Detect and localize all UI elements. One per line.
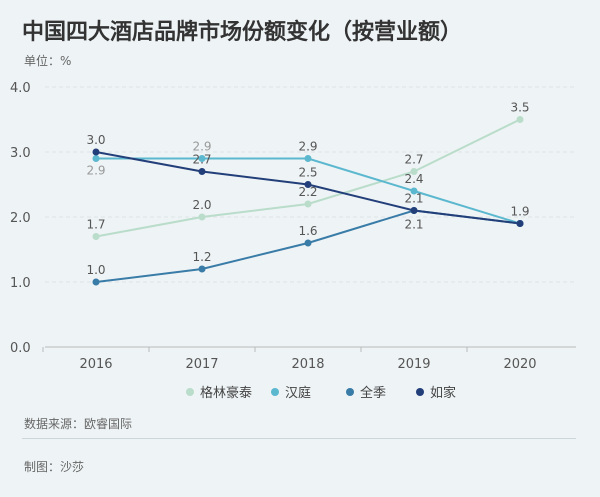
legend-marker: [186, 388, 194, 396]
y-tick-label: 1.0: [10, 276, 31, 291]
chart-title: 中国四大酒店品牌市场份额变化（按营业额）: [22, 20, 463, 45]
x-tick-label: 2019: [397, 357, 430, 372]
data-label: 2.0: [192, 198, 211, 212]
data-label: 1.2: [192, 250, 211, 264]
data-label: 2.7: [404, 153, 423, 167]
data-label: 2.4: [404, 172, 423, 186]
source-note: 数据来源：欧睿国际: [24, 417, 133, 431]
data-point: [92, 278, 100, 286]
data-label: 1.0: [86, 263, 105, 277]
data-point: [410, 168, 418, 175]
data-label: 1.6: [298, 224, 317, 238]
x-tick-label: 2017: [185, 357, 218, 372]
data-point: [304, 181, 312, 188]
legend-label: 汉庭: [285, 385, 311, 401]
legend-marker: [416, 388, 424, 396]
y-tick-label: 2.0: [10, 211, 31, 226]
data-label: 2.1: [404, 218, 423, 232]
x-tick-label: 2020: [503, 357, 536, 372]
data-point: [92, 155, 100, 162]
data-point: [198, 213, 206, 221]
data-label: 2.5: [298, 166, 317, 180]
legend-label: 全季: [360, 385, 386, 401]
line-chart: 0.0 1.0 2.0 3.0 4.0 2016 2017 2018 2019 2020 1.7 2.…: [10, 81, 576, 401]
data-point: [92, 233, 100, 240]
data-point: [516, 116, 524, 123]
data-label: 2.1: [404, 192, 423, 206]
x-tick-label: 2016: [79, 357, 112, 372]
legend-label: 格林豪泰: [200, 385, 252, 401]
data-point: [304, 200, 312, 208]
data-label: 1.7: [86, 218, 105, 232]
unit-label: 单位：%: [24, 54, 72, 68]
data-label: 3.0: [86, 133, 105, 147]
data-label: 2.7: [192, 153, 211, 167]
maker-note: 制图：沙莎: [24, 460, 85, 474]
data-label: 2.9: [192, 140, 211, 154]
data-point: [410, 207, 418, 214]
data-point: [198, 168, 206, 175]
legend-marker: [271, 388, 279, 396]
data-point: [198, 265, 206, 273]
data-point: [410, 187, 418, 195]
y-tick-label: 0.0: [10, 341, 31, 356]
legend-label: 如家: [430, 385, 456, 401]
x-tick-label: 2018: [291, 357, 324, 372]
data-point: [304, 239, 312, 247]
data-point: [92, 148, 100, 156]
legend-marker: [346, 388, 354, 396]
data-point: [304, 155, 312, 162]
data-label: 2.9: [298, 140, 317, 154]
data-label: 3.5: [510, 101, 529, 115]
y-tick-label: 3.0: [10, 146, 31, 161]
data-label: 1.9: [510, 205, 529, 219]
divider: [22, 438, 576, 439]
data-point: [516, 220, 524, 227]
data-label: 2.9: [86, 164, 105, 178]
data-label: 2.2: [298, 185, 317, 199]
y-tick-label: 4.0: [10, 81, 31, 96]
data-point: [198, 155, 206, 162]
